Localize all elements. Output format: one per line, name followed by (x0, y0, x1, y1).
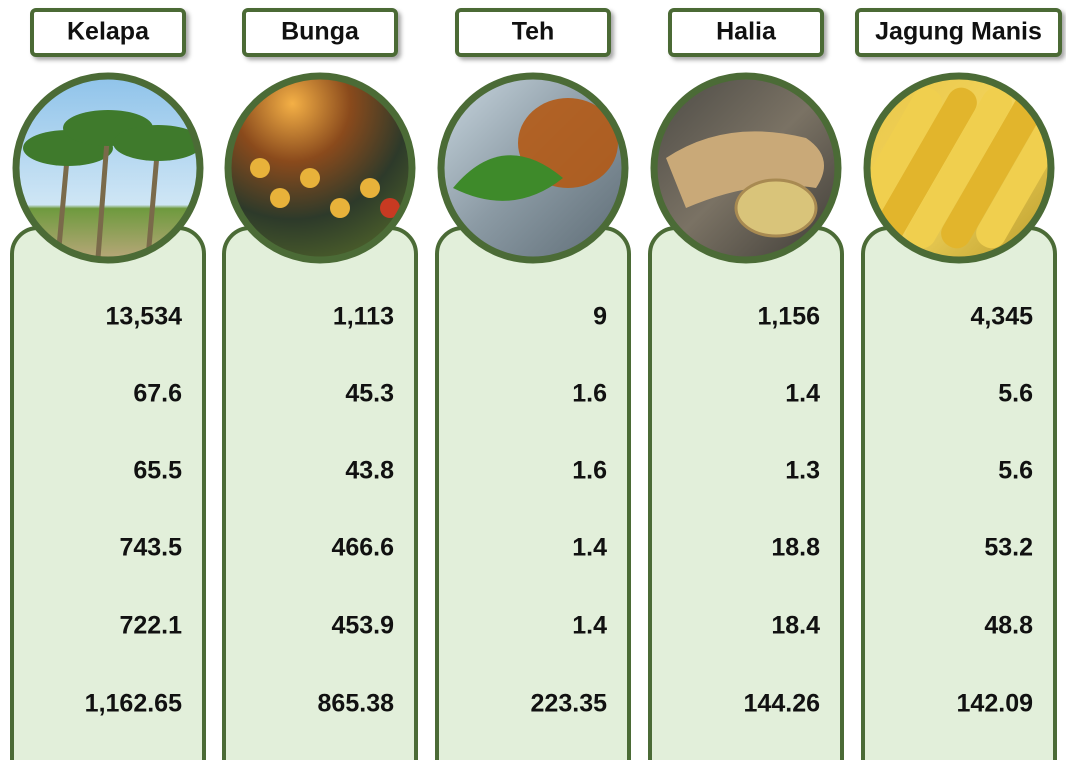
corn (976, 87, 1051, 249)
trunk (95, 127, 111, 259)
value: 48.8 (984, 612, 1033, 640)
flower (300, 168, 320, 188)
photo-frame (437, 72, 629, 264)
value: 1.4 (785, 380, 820, 408)
ginger (666, 131, 824, 209)
value: 13,534 (106, 303, 183, 331)
value: 1.4 (572, 534, 607, 562)
value: 43.8 (345, 457, 394, 485)
photo-frame (863, 72, 1055, 264)
label-box (30, 8, 186, 57)
label-box (855, 8, 1062, 57)
value: 1,162.65 (85, 690, 182, 718)
column-title: Jagung Manis (875, 18, 1042, 46)
value: 466.6 (331, 534, 394, 562)
value: 4,345 (970, 303, 1033, 331)
value: 223.35 (531, 690, 608, 718)
column-title: Kelapa (67, 18, 150, 46)
value: 1.3 (785, 457, 820, 485)
photo-detail (453, 98, 618, 201)
value: 18.4 (771, 612, 820, 640)
flower (380, 198, 400, 218)
flower (250, 158, 270, 178)
value: 45.3 (345, 380, 394, 408)
value: 743.5 (119, 534, 182, 562)
value: 1.4 (572, 612, 607, 640)
photo-detail (23, 110, 200, 259)
corn (871, 87, 977, 249)
value: 453.9 (331, 612, 394, 640)
value: 144.26 (744, 690, 820, 718)
value: 18.8 (771, 534, 820, 562)
value: 1,113 (333, 303, 394, 331)
photo-detail (250, 158, 400, 218)
flower (330, 198, 350, 218)
value: 9 (593, 303, 607, 331)
photo (867, 76, 1051, 260)
column-title: Bunga (281, 18, 360, 46)
photo-detail (867, 87, 1051, 249)
mint (453, 155, 563, 201)
corn (867, 87, 942, 249)
label-box (668, 8, 824, 57)
flower (270, 188, 290, 208)
label-box (455, 8, 611, 57)
photo (228, 76, 412, 260)
ginger-cut (734, 178, 818, 238)
photo-detail (666, 131, 824, 238)
photo (441, 76, 625, 260)
value: 5.6 (998, 457, 1033, 485)
column-title: Teh (512, 18, 555, 46)
value: 65.5 (133, 457, 182, 485)
value: 5.6 (998, 380, 1033, 408)
value: 142.09 (957, 690, 1033, 718)
photo (654, 76, 838, 260)
column-title: Halia (716, 18, 777, 46)
value: 1.6 (572, 457, 607, 485)
corn (906, 87, 1012, 249)
corn (941, 87, 1047, 249)
value: 1.6 (572, 380, 607, 408)
flower (360, 178, 380, 198)
value: 722.1 (119, 612, 182, 640)
label-box (242, 8, 398, 57)
palm-leaves (113, 125, 200, 161)
trunk (55, 147, 71, 259)
value: 67.6 (133, 380, 182, 408)
photo-bg (228, 76, 412, 260)
photo-frame (224, 72, 416, 264)
photo (16, 76, 200, 260)
value: 1,156 (757, 303, 820, 331)
value: 53.2 (984, 534, 1033, 562)
photo-frame (12, 72, 204, 264)
photo-frame (650, 72, 842, 264)
trunk (145, 142, 161, 259)
value: 865.38 (318, 690, 395, 718)
